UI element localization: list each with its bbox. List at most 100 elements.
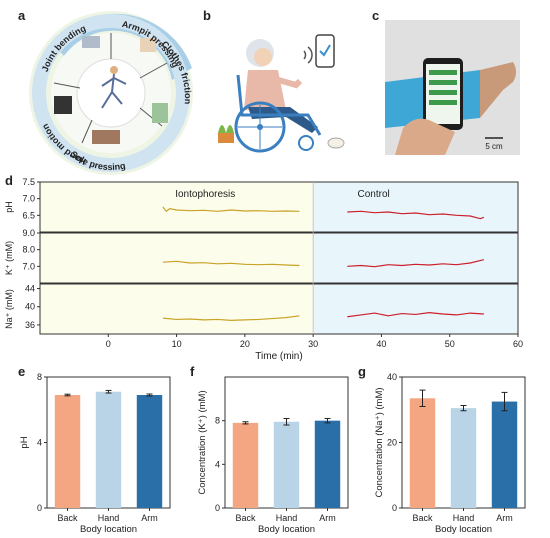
g-x-axis-label: Body location [435,524,492,535]
subplot-frame-2 [39,283,519,335]
panel-c-photo: 5 cm [385,20,520,155]
region-bg-1 [313,182,518,334]
wheel-large [234,101,286,153]
e-bar-back [54,395,81,508]
series-line-1-0 [162,260,300,267]
clothes-image [152,103,168,123]
x-axis-label: Time (min) [255,351,302,362]
panel-a-diagram: Joint bending Armpit pressing Clothes fr… [29,11,193,175]
region-label-0: Iontophoresis [175,189,235,200]
ytick-label-1-1: 8.0 [22,245,35,255]
xtick-label-6: 60 [513,339,523,349]
ytick-label-0-0: 7.5 [22,177,35,187]
f-ytick-label-1: 4 [215,459,220,469]
g-xtick-label-back: Back [412,513,433,523]
scale-bar-label: 5 cm [485,142,503,151]
hand-image [54,96,72,114]
e-ytick-label-2: 8 [37,372,42,382]
wireless-icon [303,46,313,64]
joint-image [82,36,100,48]
g-xtick-label-arm: Arm [496,513,513,523]
e-bar-arm [136,395,163,508]
e-xtick-label-back: Back [57,513,78,523]
f-bar-arm [314,420,341,508]
f-x-axis-label: Body location [258,524,315,535]
series-line-0-1 [347,210,485,220]
xtick-label-1: 10 [172,339,182,349]
series-line-1-1 [347,259,484,268]
xtick-label-4: 40 [376,339,386,349]
panel-letter-a: a [18,8,26,23]
e-ytick-label-1: 4 [37,438,42,448]
f-bar-back [232,422,259,508]
ytick-label-0-1: 7.0 [22,194,35,204]
f-xtick-label-hand: Hand [276,513,298,523]
xtick-label-3: 30 [308,339,318,349]
arm [267,74,303,89]
ytick-label-1-2: 7.0 [22,261,35,271]
panel-d-chart: 7.5 7.0 6.5 pH 9.0 8.0 7.0 K⁺ (mM) 44 40 36 Na⁺ (mM… [4,177,523,362]
g-bar-arm [491,401,518,508]
holding-hand [395,118,455,155]
panel-b-illustration [218,34,345,153]
panel-letter-g: g [358,364,366,379]
g-bar-hand [450,408,477,508]
e-bar-hand [95,391,122,508]
e-ytick-label-0: 0 [37,503,42,513]
f-ytick-label-0: 0 [215,503,220,513]
armpit-image [140,38,156,52]
xtick-label-0: 0 [106,339,111,349]
series-line-2-0 [162,315,300,321]
panel-f-chart: 0 4 8 Back Hand Arm Body location Concentration… [197,376,349,535]
plant-icon [218,125,234,133]
f-xtick-label-back: Back [235,513,256,523]
region-label-1: Control [358,189,390,200]
sole-image [92,130,120,144]
e-xtick-label-arm: Arm [141,513,158,523]
panel-letter-b: b [203,8,211,23]
f-bar-hand [273,421,300,508]
g-bar-back [409,398,436,508]
middle-ring [32,14,190,172]
ytick-label-2-1: 40 [25,302,35,312]
wrist-hand [480,62,516,118]
e-y-axis-label: pH [19,436,30,448]
region-bg-0 [40,182,314,334]
g-y-axis-label: Concentration (Na⁺) (mM) [374,387,385,497]
xtick-label-2: 20 [240,339,250,349]
chair-frame [236,74,322,136]
ytick-label-0-2: 6.5 [22,210,35,220]
e-xtick-label-hand: Hand [98,513,120,523]
panel-letter-f: f [190,364,195,379]
g-ytick-label-1: 20 [387,438,397,448]
ylabel-1: K⁺ (mM) [4,241,14,275]
ytick-label-1-0: 9.0 [22,228,35,238]
e-x-axis-label: Body location [80,524,137,535]
subplot-frame-0 [39,181,519,233]
wheel-small [298,135,314,151]
runner-figure [101,66,127,109]
panel-g-chart: 0 20 40 Back Hand Arm Body location Concentrati… [374,372,526,535]
ylabel-2: Na⁺ (mM) [4,289,14,329]
g-xtick-label-hand: Hand [453,513,475,523]
g-ytick-label-0: 0 [392,503,397,513]
f-ytick-label-2: 8 [215,416,220,426]
panel-letter-e: e [18,364,26,379]
ylabel-0: pH [4,201,14,213]
xtick-label-5: 50 [445,339,455,349]
subplot-frame-1 [39,232,519,284]
panel-e-chart: 0 4 8 Back Hand Arm Body location pH [19,372,171,535]
f-xtick-label-arm: Arm [319,513,336,523]
g-ytick-label-2: 40 [387,372,397,382]
face [254,48,272,66]
panel-letter-d: d [5,173,13,188]
cat-icon [327,137,345,149]
panel-letter-c: c [372,8,380,23]
series-line-2-1 [347,312,484,318]
ytick-label-2-0: 44 [25,284,35,294]
phone-icon [315,34,335,68]
ytick-label-2-2: 36 [25,320,35,330]
f-y-axis-label: Concentration (K⁺) (mM) [197,390,208,494]
series-line-0-0 [162,206,300,213]
check-icon [319,44,331,57]
